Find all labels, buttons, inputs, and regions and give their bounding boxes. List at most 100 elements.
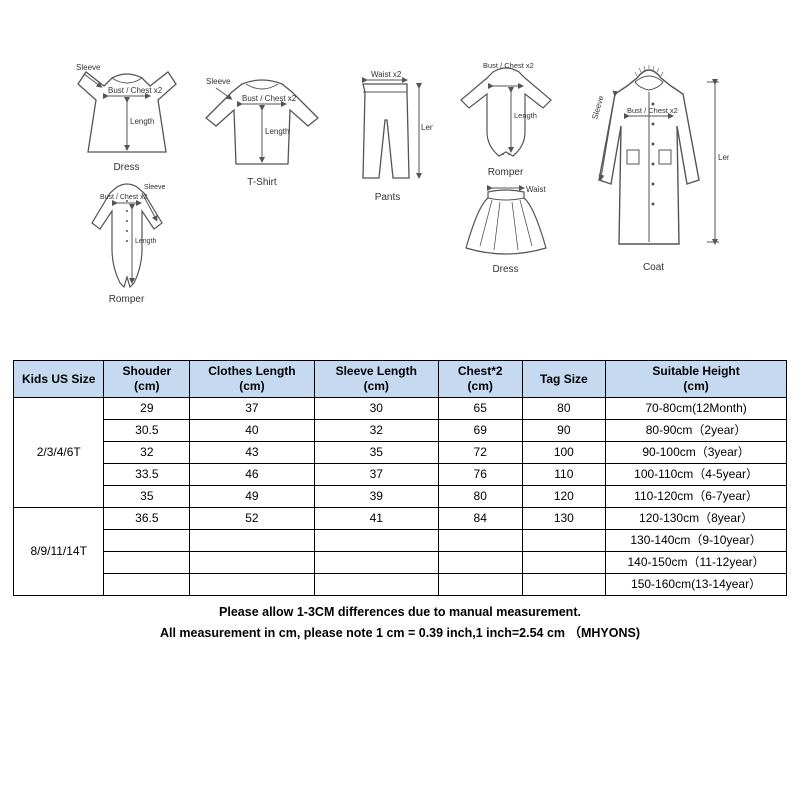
footnote: Please allow 1-3CM differences due to ma… — [13, 602, 787, 645]
svg-text:Bust / Chest x2: Bust / Chest x2 — [483, 61, 534, 70]
cell-shoulder: 30.5 — [104, 420, 190, 442]
cell-chest — [438, 552, 522, 574]
svg-text:Length: Length — [421, 123, 433, 132]
col-kids-size: Kids US Size — [14, 361, 104, 398]
cell-sleeve: 39 — [314, 486, 438, 508]
cell-chest — [438, 530, 522, 552]
cell-height: 150-160cm(13-14year） — [606, 574, 787, 596]
size-table: Kids US Size Shouder(cm) Clothes Length(… — [13, 360, 787, 596]
col-shoulder: Shouder(cm) — [104, 361, 190, 398]
cell-shoulder — [104, 574, 190, 596]
diagram-romper2: Bust / Chest x2 Length Romper — [451, 60, 561, 178]
table-row: 30.54032699080-90cm（2year） — [14, 420, 787, 442]
cell-shoulder: 35 — [104, 486, 190, 508]
cell-chest: 80 — [438, 486, 522, 508]
svg-text:Sleeve: Sleeve — [206, 77, 231, 86]
cell-height: 140-150cm（11-12year） — [606, 552, 787, 574]
cell-height: 130-140cm（9-10year） — [606, 530, 787, 552]
cell-sleeve — [314, 574, 438, 596]
svg-text:Sleeve: Sleeve — [590, 94, 606, 121]
cell-tag: 130 — [522, 508, 606, 530]
cell-shoulder: 32 — [104, 442, 190, 464]
cell-height: 80-90cm（2year） — [606, 420, 787, 442]
cell-length: 40 — [190, 420, 314, 442]
cell-height: 70-80cm(12Month) — [606, 398, 787, 420]
table-row: 150-160cm(13-14year） — [14, 574, 787, 596]
cell-shoulder: 29 — [104, 398, 190, 420]
coat-label: Coat — [643, 262, 664, 273]
table-row: 3243357210090-100cm（3year） — [14, 442, 787, 464]
cell-length — [190, 530, 314, 552]
romper2-label: Romper — [488, 167, 524, 178]
cell-tag: 90 — [522, 420, 606, 442]
cell-length: 49 — [190, 486, 314, 508]
cell-shoulder — [104, 530, 190, 552]
cell-shoulder: 33.5 — [104, 464, 190, 486]
cell-height: 120-130cm（8year） — [606, 508, 787, 530]
svg-text:Waist x2: Waist x2 — [371, 70, 402, 79]
cell-tag — [522, 530, 606, 552]
table-row: 130-140cm（9-10year） — [14, 530, 787, 552]
table-row: 35493980120110-120cm（6-7year） — [14, 486, 787, 508]
cell-chest: 69 — [438, 420, 522, 442]
group-cell: 2/3/4/6T — [14, 398, 104, 508]
cell-sleeve: 35 — [314, 442, 438, 464]
cell-tag — [522, 552, 606, 574]
diagram-coat: Bust / Chest x2 Length Sleeve Coat — [579, 60, 729, 273]
cell-length: 46 — [190, 464, 314, 486]
svg-text:Length: Length — [514, 111, 537, 120]
svg-text:Length: Length — [135, 238, 157, 245]
table-row: 2/3/4/6T293730658070-80cm(12Month) — [14, 398, 787, 420]
col-sleeve: Sleeve Length(cm) — [314, 361, 438, 398]
svg-text:Sleeve: Sleeve — [76, 63, 101, 72]
col-chest: Chest*2(cm) — [438, 361, 522, 398]
cell-tag: 100 — [522, 442, 606, 464]
cell-sleeve: 30 — [314, 398, 438, 420]
table-row: 140-150cm（11-12year） — [14, 552, 787, 574]
svg-text:Sleeve: Sleeve — [144, 184, 166, 191]
cell-sleeve: 41 — [314, 508, 438, 530]
cell-tag — [522, 574, 606, 596]
cell-chest: 84 — [438, 508, 522, 530]
diagram-dress: Bust / Chest x2 Length Sleeve Dress — [72, 60, 182, 173]
dress-label: Dress — [113, 162, 139, 173]
measurement-diagrams: Bust / Chest x2 Length Sleeve Dress Bust… — [0, 60, 800, 360]
skirt-label: Dress — [492, 264, 518, 275]
svg-text:Bust / Chest x2: Bust / Chest x2 — [627, 106, 678, 115]
svg-text:Waist: Waist — [526, 185, 546, 194]
svg-text:Bust / Chest x2: Bust / Chest x2 — [100, 194, 148, 201]
cell-length: 52 — [190, 508, 314, 530]
group-cell: 8/9/11/14T — [14, 508, 104, 596]
svg-text:Bust / Chest x2: Bust / Chest x2 — [242, 94, 297, 103]
romper1-label: Romper — [109, 294, 145, 305]
cell-length — [190, 552, 314, 574]
cell-chest: 65 — [438, 398, 522, 420]
footnote-line2: All measurement in cm, please note 1 cm … — [13, 623, 787, 644]
cell-length — [190, 574, 314, 596]
cell-tag: 80 — [522, 398, 606, 420]
col-height: Suitable Height(cm) — [606, 361, 787, 398]
svg-text:Length: Length — [130, 117, 154, 126]
diagram-pants: Waist x2 Length Pants — [343, 70, 433, 203]
diagram-tshirt: Bust / Chest x2 Length Sleeve T-Shirt — [200, 70, 325, 188]
cell-length: 43 — [190, 442, 314, 464]
svg-text:Length: Length — [265, 127, 289, 136]
table-row: 33.5463776110100-110cm（4-5year） — [14, 464, 787, 486]
cell-shoulder: 36.5 — [104, 508, 190, 530]
cell-sleeve — [314, 552, 438, 574]
cell-length: 37 — [190, 398, 314, 420]
col-length: Clothes Length(cm) — [190, 361, 314, 398]
svg-text:Bust / Chest x2: Bust / Chest x2 — [108, 86, 163, 95]
size-chart: Kids US Size Shouder(cm) Clothes Length(… — [0, 360, 800, 645]
cell-sleeve: 37 — [314, 464, 438, 486]
cell-chest: 72 — [438, 442, 522, 464]
table-header-row: Kids US Size Shouder(cm) Clothes Length(… — [14, 361, 787, 398]
svg-text:Length: Length — [718, 153, 729, 162]
cell-chest: 76 — [438, 464, 522, 486]
cell-height: 100-110cm（4-5year） — [606, 464, 787, 486]
cell-sleeve — [314, 530, 438, 552]
tshirt-label: T-Shirt — [247, 177, 276, 188]
pants-label: Pants — [375, 192, 401, 203]
cell-height: 90-100cm（3year） — [606, 442, 787, 464]
cell-tag: 120 — [522, 486, 606, 508]
